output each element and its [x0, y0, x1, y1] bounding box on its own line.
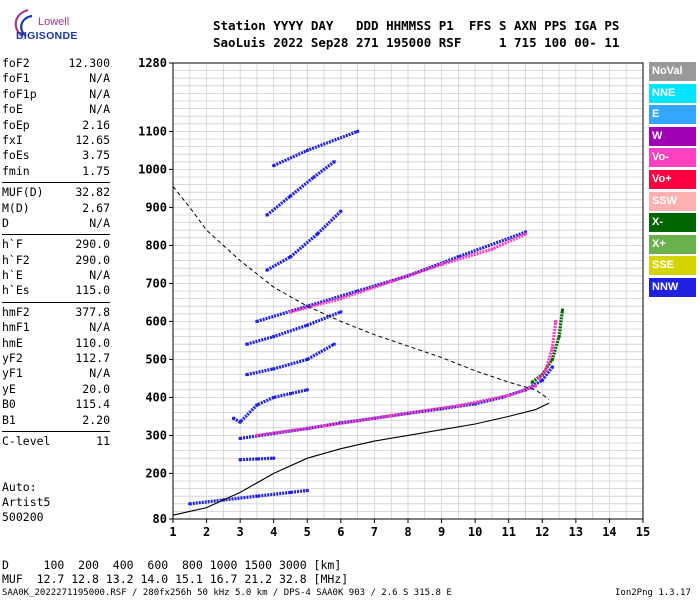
echo-point — [272, 367, 275, 370]
footer-version: Ion2Png 1.3.17 — [615, 588, 691, 598]
y-tick-label: 900 — [145, 200, 167, 214]
echo-point — [289, 392, 292, 395]
echo-point — [551, 366, 554, 369]
echo-trace — [233, 390, 307, 422]
echo-point — [457, 404, 460, 407]
echo-point — [289, 310, 292, 313]
echo-point — [323, 424, 326, 427]
echo-point — [333, 160, 336, 163]
echo-point — [339, 297, 342, 300]
echo-point — [390, 414, 393, 417]
echo-point — [531, 381, 534, 384]
y-tick-label: 1000 — [138, 162, 167, 176]
y-tick-label: 700 — [145, 276, 167, 290]
echo-point — [537, 377, 540, 380]
y-tick-label: 500 — [145, 352, 167, 366]
echo-point — [390, 280, 393, 283]
echo-point — [272, 457, 275, 460]
echo-point — [306, 358, 309, 361]
echo-point — [551, 347, 554, 350]
echo-point — [306, 149, 309, 152]
echo-trace — [267, 211, 341, 270]
x-tick-label: 1 — [169, 525, 176, 539]
x-tick-label: 6 — [337, 525, 344, 539]
echo-point — [245, 343, 248, 346]
echo-point — [561, 309, 564, 312]
echo-point — [356, 130, 359, 133]
echo-point — [272, 335, 275, 338]
echo-point — [245, 373, 248, 376]
x-tick-label: 12 — [535, 525, 549, 539]
footer-file-info: SAA0K_2022271195000.RSF / 280fx256h 50 k… — [2, 588, 452, 598]
echo-trace — [274, 131, 358, 165]
x-tick-label: 11 — [501, 525, 515, 539]
echo-point — [333, 343, 336, 346]
x-tick-label: 15 — [636, 525, 650, 539]
x-tick-label: 7 — [371, 525, 378, 539]
echo-point — [255, 495, 258, 498]
y-tick-label: 1280 — [138, 56, 167, 70]
x-tick-label: 13 — [569, 525, 583, 539]
echo-point — [188, 502, 191, 505]
echo-point — [558, 335, 561, 338]
x-tick-label: 4 — [270, 525, 277, 539]
echo-point — [239, 437, 242, 440]
echo-point — [339, 310, 342, 313]
x-tick-label: 10 — [468, 525, 482, 539]
echo-point — [440, 263, 443, 266]
y-tick-label: 80 — [153, 512, 167, 526]
echo-point — [534, 385, 537, 388]
echo-point — [289, 195, 292, 198]
echo-point — [266, 269, 269, 272]
echo-point — [551, 358, 554, 361]
y-tick-label: 600 — [145, 314, 167, 328]
echo-point — [272, 164, 275, 167]
y-tick-label: 200 — [145, 466, 167, 480]
echo-point — [544, 369, 547, 372]
echo-point — [313, 176, 316, 179]
echo-point — [266, 214, 269, 217]
x-tick-label: 8 — [404, 525, 411, 539]
y-tick-label: 300 — [145, 428, 167, 442]
echo-point — [554, 320, 557, 323]
echo-point — [490, 248, 493, 251]
echo-point — [306, 324, 309, 327]
echo-point — [507, 394, 510, 397]
echo-point — [524, 233, 527, 236]
echo-point — [255, 434, 258, 437]
echo-point — [272, 396, 275, 399]
echo-point — [316, 233, 319, 236]
echo-point — [239, 421, 242, 424]
x-tick-label: 14 — [602, 525, 616, 539]
x-tick-label: 9 — [438, 525, 445, 539]
echo-point — [289, 255, 292, 258]
muf-value-row: MUF 12.7 12.8 13.2 14.0 15.1 16.7 21.2 3… — [2, 572, 348, 586]
x-tick-label: 2 — [203, 525, 210, 539]
echo-point — [306, 388, 309, 391]
echo-point — [232, 417, 235, 420]
echo-point — [255, 404, 258, 407]
y-tick-label: 1100 — [138, 124, 167, 138]
x-tick-label: 3 — [237, 525, 244, 539]
y-tick-label: 800 — [145, 238, 167, 252]
echo-point — [541, 379, 544, 382]
echo-point — [255, 320, 258, 323]
echo-point — [306, 489, 309, 492]
echo-point — [289, 491, 292, 494]
echo-point — [239, 458, 242, 461]
muf-distance-row: D 100 200 400 600 800 1000 1500 3000 [km… — [2, 558, 341, 572]
echo-point — [255, 457, 258, 460]
y-tick-label: 400 — [145, 390, 167, 404]
echo-point — [339, 210, 342, 213]
echo-trace — [247, 312, 341, 344]
x-tick-label: 5 — [304, 525, 311, 539]
